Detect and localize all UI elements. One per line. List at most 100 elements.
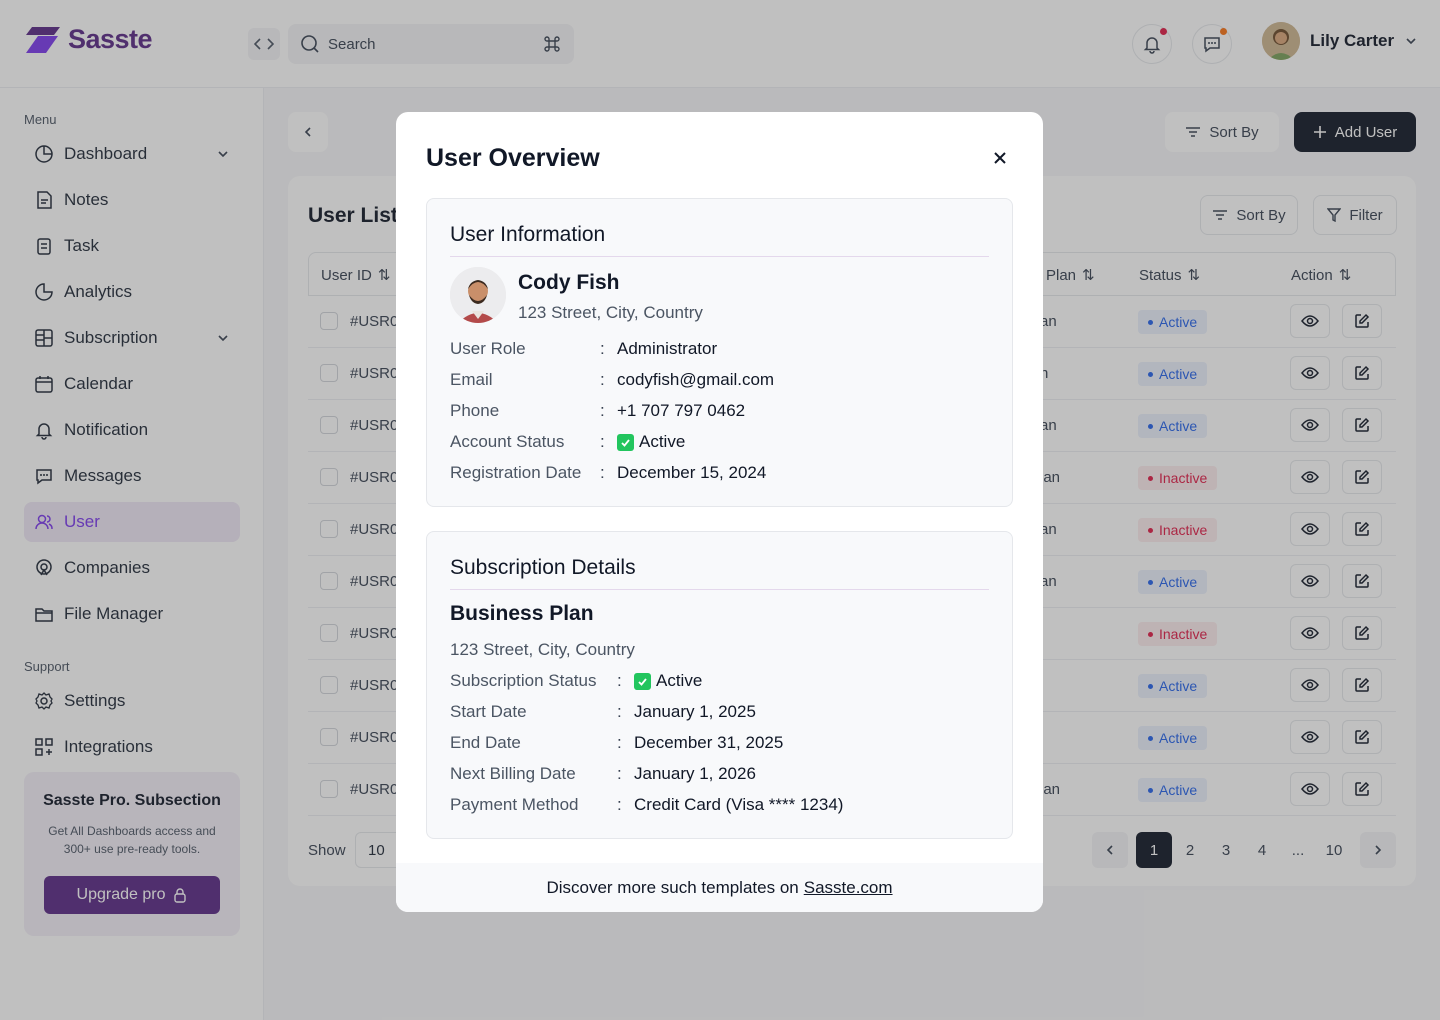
detail-key: Email (450, 370, 493, 389)
edit-button[interactable] (1342, 356, 1382, 390)
user-list-title: User List (308, 204, 398, 227)
promo-title: Sasste Pro. Subsection (43, 792, 221, 809)
row-checkbox[interactable] (320, 416, 338, 434)
sort-label: Sort By (1209, 123, 1259, 141)
detail-row: End Date: December 31, 2025 (450, 733, 783, 753)
check-icon (617, 433, 634, 451)
footer-link[interactable]: Sasste.com (803, 877, 893, 897)
search-input[interactable] (328, 35, 534, 53)
sidebar-item-label: Integrations (64, 737, 153, 756)
edit-button[interactable] (1342, 512, 1382, 546)
page-button[interactable]: 4 (1257, 841, 1267, 859)
sidebar-item-user[interactable]: User (24, 502, 240, 542)
detail-row: Start Date: January 1, 2025 (450, 702, 756, 722)
edit-button[interactable] (1342, 564, 1382, 598)
row-checkbox[interactable] (320, 676, 338, 694)
detail-key: Start Date (450, 702, 527, 721)
view-button[interactable] (1290, 564, 1330, 598)
next-page-button[interactable] (1360, 832, 1396, 868)
edit-button[interactable] (1342, 668, 1382, 702)
detail-colon: : (600, 339, 605, 358)
row-checkbox[interactable] (320, 728, 338, 746)
sidebar-item-calendar[interactable]: Calendar (24, 364, 240, 404)
subscription-icon (35, 329, 53, 347)
user-menu[interactable]: Lily Carter (1262, 22, 1418, 60)
plan-cell: an (1040, 521, 1057, 538)
view-button[interactable] (1290, 616, 1330, 650)
logo[interactable]: Sasste (24, 24, 153, 55)
status-dot (1148, 371, 1153, 377)
page-toolbar: Sort By Add User (288, 112, 1416, 152)
back-button[interactable] (288, 112, 328, 152)
edit-button[interactable] (1342, 720, 1382, 754)
row-checkbox[interactable] (320, 624, 338, 642)
edit-button[interactable] (1342, 616, 1382, 650)
user-id-cell: #USR0 (350, 781, 399, 798)
sidebar-item-subscription[interactable]: Subscription (24, 318, 240, 358)
sidebar-item-dashboard[interactable]: Dashboard (24, 134, 240, 174)
sidebar-item-integrations[interactable]: Integrations (24, 727, 240, 767)
edit-button[interactable] (1342, 408, 1382, 442)
user-overview-modal: User Overview User Information Cody Fish… (396, 112, 1043, 912)
sidebar-item-settings[interactable]: Settings (24, 681, 240, 721)
sidebar-item-notes[interactable]: Notes (24, 180, 240, 220)
row-checkbox[interactable] (320, 364, 338, 382)
view-button[interactable] (1290, 772, 1330, 806)
column-status[interactable]: Status ⇅ (1139, 266, 1200, 285)
page-button[interactable]: 3 (1221, 841, 1231, 859)
notification-button[interactable] (1132, 24, 1172, 64)
row-checkbox[interactable] (320, 520, 338, 538)
detail-key: Subscription Status (450, 671, 597, 690)
filter-button[interactable]: Filter (1313, 195, 1397, 235)
sidebar-item-task[interactable]: Task (24, 226, 240, 266)
status-dot (1148, 735, 1153, 741)
sort-arrows-icon: ⇅ (377, 267, 391, 284)
column-user-id[interactable]: User ID ⇅ (321, 266, 391, 285)
close-button[interactable] (988, 146, 1012, 170)
messages-button[interactable] (1192, 24, 1232, 64)
prev-page-button[interactable] (1092, 832, 1128, 868)
eye-icon (1301, 523, 1319, 535)
chevron-right-icon (1375, 845, 1382, 855)
detail-row: Subscription Status: Active (450, 671, 702, 691)
detail-row: Phone: +1 707 797 0462 (450, 401, 745, 421)
sidebar-item-companies[interactable]: Companies (24, 548, 240, 588)
sidebar-item-notification[interactable]: Notification (24, 410, 240, 450)
sidebar-item-messages[interactable]: Messages (24, 456, 240, 496)
view-button[interactable] (1290, 408, 1330, 442)
edit-button[interactable] (1342, 460, 1382, 494)
view-button[interactable] (1290, 304, 1330, 338)
row-checkbox[interactable] (320, 468, 338, 486)
status-badge: Inactive (1138, 622, 1218, 646)
view-button[interactable] (1290, 512, 1330, 546)
view-button[interactable] (1290, 356, 1330, 390)
column-plan[interactable]: Plan ⇅ (1046, 266, 1095, 285)
sidebar-item-label: Task (64, 236, 99, 255)
sort-icon (1213, 210, 1228, 220)
add-user-button[interactable]: Add User (1294, 112, 1416, 152)
edit-button[interactable] (1342, 772, 1382, 806)
row-checkbox[interactable] (320, 572, 338, 590)
sidebar-item-file-manager[interactable]: File Manager (24, 594, 240, 634)
toolbar-sort-button[interactable]: Sort By (1165, 112, 1279, 152)
bell-icon (35, 423, 53, 440)
row-checkbox[interactable] (320, 780, 338, 798)
chevron-down-icon (1406, 38, 1416, 45)
column-action[interactable]: Action ⇅ (1291, 266, 1351, 285)
detail-value: Active (634, 671, 702, 691)
user-id-cell: #USR0 (350, 365, 399, 382)
edit-button[interactable] (1342, 304, 1382, 338)
page-button[interactable]: 10 (1325, 841, 1343, 859)
sidebar-item-analytics[interactable]: Analytics (24, 272, 240, 312)
sidebar-toggle-button[interactable] (248, 28, 280, 60)
upgrade-pro-button[interactable]: Upgrade pro (44, 876, 220, 914)
page-button[interactable]: 2 (1185, 841, 1195, 859)
list-sort-button[interactable]: Sort By (1200, 195, 1298, 235)
view-button[interactable] (1290, 668, 1330, 702)
modal-title: User Overview (426, 144, 600, 172)
page-button[interactable]: 1 (1136, 832, 1172, 868)
view-button[interactable] (1290, 460, 1330, 494)
view-button[interactable] (1290, 720, 1330, 754)
status-badge: Active (1138, 310, 1208, 334)
row-checkbox[interactable] (320, 312, 338, 330)
